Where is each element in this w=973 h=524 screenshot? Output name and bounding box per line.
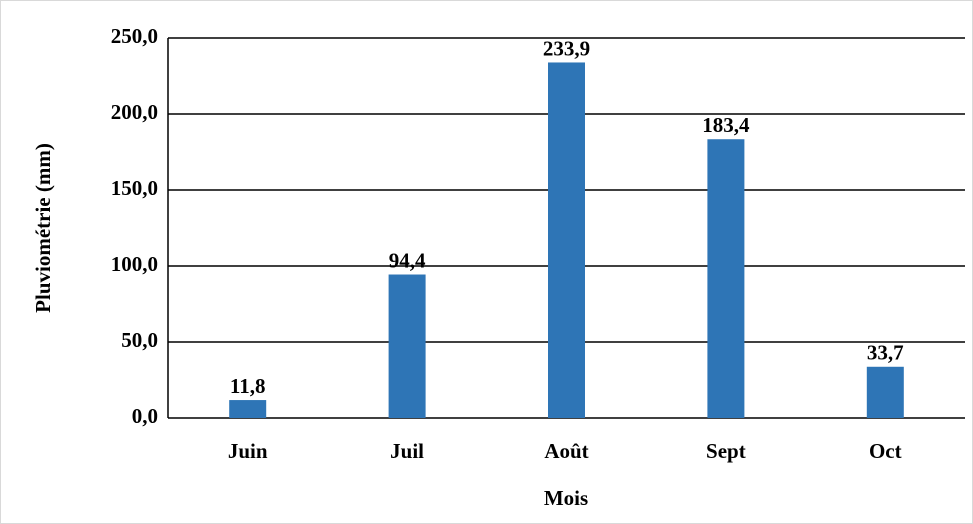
x-axis-title: Mois (544, 486, 588, 510)
x-tick-label: Juin (228, 439, 268, 463)
x-tick-label: Oct (869, 439, 902, 463)
bar (548, 62, 585, 419)
bar (388, 274, 426, 418)
y-tick-label: 200,0 (111, 100, 158, 124)
data-label: 94,4 (389, 248, 426, 272)
y-tick-label: 50,0 (121, 328, 158, 352)
y-tick-label: 100,0 (111, 252, 158, 276)
x-tick-label: Sept (706, 439, 746, 463)
y-axis-title: Pluviométrie (mm) (31, 143, 55, 313)
data-label: 233,9 (543, 36, 590, 60)
bar (707, 139, 745, 418)
y-tick-label: 150,0 (111, 176, 158, 200)
y-tick-label: 250,0 (111, 24, 158, 48)
data-label: 33,7 (867, 341, 904, 365)
data-label: 11,8 (230, 374, 266, 398)
data-label: 183,4 (702, 113, 750, 137)
bar (866, 366, 904, 418)
y-tick-label: 0,0 (132, 404, 158, 428)
x-tick-label: Août (544, 439, 588, 463)
bar (229, 400, 267, 418)
x-tick-label: Juil (390, 439, 424, 463)
